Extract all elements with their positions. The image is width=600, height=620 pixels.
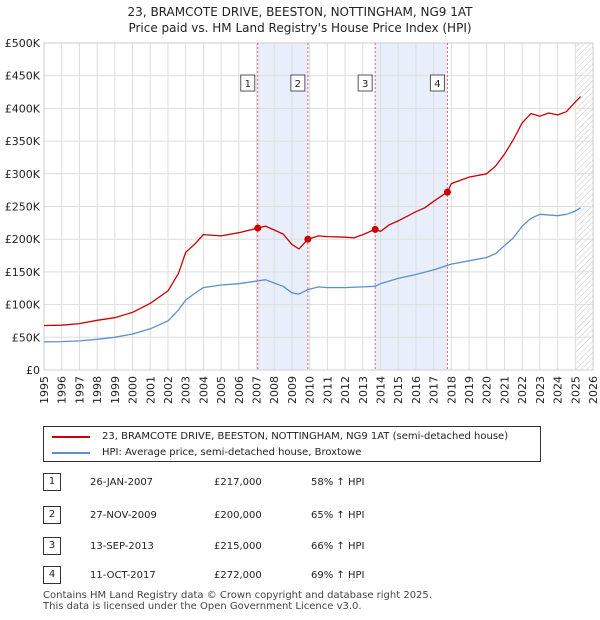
sale-point bbox=[443, 188, 451, 196]
x-tick-label: 2000 bbox=[127, 376, 140, 404]
x-tick-label: 2013 bbox=[357, 376, 370, 404]
x-tick-label: 2011 bbox=[321, 376, 334, 404]
x-tick-label: 2009 bbox=[286, 376, 299, 404]
sale-label-box bbox=[290, 74, 306, 92]
x-tick-label: 1998 bbox=[91, 376, 104, 404]
sale-label-number: 2 bbox=[295, 79, 301, 90]
x-tick-label: 2021 bbox=[498, 376, 511, 404]
sale-point bbox=[304, 235, 312, 243]
y-tick-label: £100K bbox=[5, 299, 41, 312]
legend-red-line bbox=[52, 436, 90, 438]
y-tick-label: £300K bbox=[5, 168, 41, 181]
transaction-hpi: 58% ↑ HPI bbox=[311, 477, 365, 488]
sale-point bbox=[254, 224, 262, 232]
x-tick-label: 2007 bbox=[251, 376, 264, 404]
x-tick-label: 2012 bbox=[339, 376, 352, 404]
x-tick-label: 2022 bbox=[516, 376, 529, 404]
transaction-badge: 3 bbox=[43, 537, 61, 555]
transaction-hpi: 69% ↑ HPI bbox=[311, 570, 365, 581]
y-tick-label: £450K bbox=[5, 70, 41, 83]
x-tick-label: 2002 bbox=[162, 376, 175, 404]
x-tick-label: 2026 bbox=[587, 376, 600, 404]
y-tick-label: £250K bbox=[5, 201, 41, 214]
x-tick-label: 2010 bbox=[304, 376, 317, 404]
transaction-price: £217,000 bbox=[214, 477, 262, 488]
y-tick-label: £50K bbox=[12, 331, 41, 344]
y-tick-label: £400K bbox=[5, 102, 41, 115]
sale-label-number: 1 bbox=[245, 79, 251, 90]
y-tick-label: £150K bbox=[5, 266, 41, 279]
y-tick-label: £500K bbox=[5, 37, 41, 50]
transaction-price: £215,000 bbox=[214, 541, 262, 552]
x-tick-label: 2014 bbox=[374, 376, 387, 404]
x-tick-label: 2018 bbox=[445, 376, 458, 404]
x-tick-label: 2016 bbox=[410, 376, 423, 404]
x-tick-label: 1999 bbox=[109, 376, 122, 404]
transaction-badge: 2 bbox=[43, 506, 61, 524]
transaction-date: 13-SEP-2013 bbox=[90, 541, 154, 552]
transaction-date: 27-NOV-2009 bbox=[90, 510, 157, 521]
sale-label-number: 3 bbox=[362, 79, 368, 90]
transaction-hpi: 66% ↑ HPI bbox=[311, 541, 365, 552]
legend-hpi-label: HPI: Average price, semi-detached house,… bbox=[102, 447, 362, 458]
x-tick-label: 1997 bbox=[73, 376, 86, 404]
footer-copyright: Contains HM Land Registry data © Crown c… bbox=[43, 590, 432, 601]
sale-point bbox=[371, 225, 379, 233]
x-tick-label: 1996 bbox=[56, 376, 69, 404]
x-tick-label: 2008 bbox=[268, 376, 281, 404]
legend-blue-line bbox=[52, 452, 90, 454]
x-tick-label: 2001 bbox=[144, 376, 157, 404]
sale-label-number: 4 bbox=[434, 79, 440, 90]
x-tick-label: 2025 bbox=[569, 376, 582, 404]
transaction-badge: 1 bbox=[43, 473, 61, 491]
chart-legend: 23, BRAMCOTE DRIVE, BEESTON, NOTTINGHAM,… bbox=[43, 426, 541, 462]
x-tick-label: 1995 bbox=[38, 376, 51, 404]
x-tick-label: 2003 bbox=[180, 376, 193, 404]
hpi-line bbox=[43, 207, 581, 343]
y-tick-label: £0 bbox=[26, 364, 40, 377]
sale-label-box bbox=[429, 74, 445, 92]
transaction-hpi: 65% ↑ HPI bbox=[311, 510, 365, 521]
transaction-date: 11-OCT-2017 bbox=[90, 570, 156, 581]
transaction-price: £272,000 bbox=[214, 570, 262, 581]
chart-title-line-1: 23, BRAMCOTE DRIVE, BEESTON, NOTTINGHAM,… bbox=[127, 5, 473, 19]
sale-label-box bbox=[357, 74, 373, 92]
footer-licence: This data is licensed under the Open Gov… bbox=[43, 601, 362, 612]
plot-border bbox=[43, 42, 594, 371]
x-tick-label: 2006 bbox=[233, 376, 246, 404]
legend-property-label: 23, BRAMCOTE DRIVE, BEESTON, NOTTINGHAM,… bbox=[102, 431, 509, 442]
chart-title-line-2: Price paid vs. HM Land Registry's House … bbox=[128, 21, 472, 35]
transaction-price: £200,000 bbox=[214, 510, 262, 521]
sale-label-box bbox=[240, 74, 256, 92]
property-price-line bbox=[43, 96, 582, 327]
y-tick-label: £350K bbox=[5, 135, 41, 148]
x-tick-label: 2015 bbox=[392, 376, 405, 404]
y-tick-label: £200K bbox=[5, 233, 41, 246]
x-tick-label: 2005 bbox=[215, 376, 228, 404]
x-tick-label: 2020 bbox=[481, 376, 494, 404]
x-tick-label: 2019 bbox=[463, 376, 476, 404]
x-tick-label: 2017 bbox=[428, 376, 441, 404]
x-tick-label: 2004 bbox=[197, 376, 210, 404]
x-tick-label: 2024 bbox=[552, 376, 565, 404]
x-tick-label: 2023 bbox=[534, 376, 547, 404]
price-chart: 1 2 3 4 £0 £50K £100K £150K £200K £250K £300K £350K… bbox=[5, 37, 600, 404]
transaction-date: 26-JAN-2007 bbox=[90, 477, 154, 488]
transaction-badge: 4 bbox=[43, 566, 61, 584]
